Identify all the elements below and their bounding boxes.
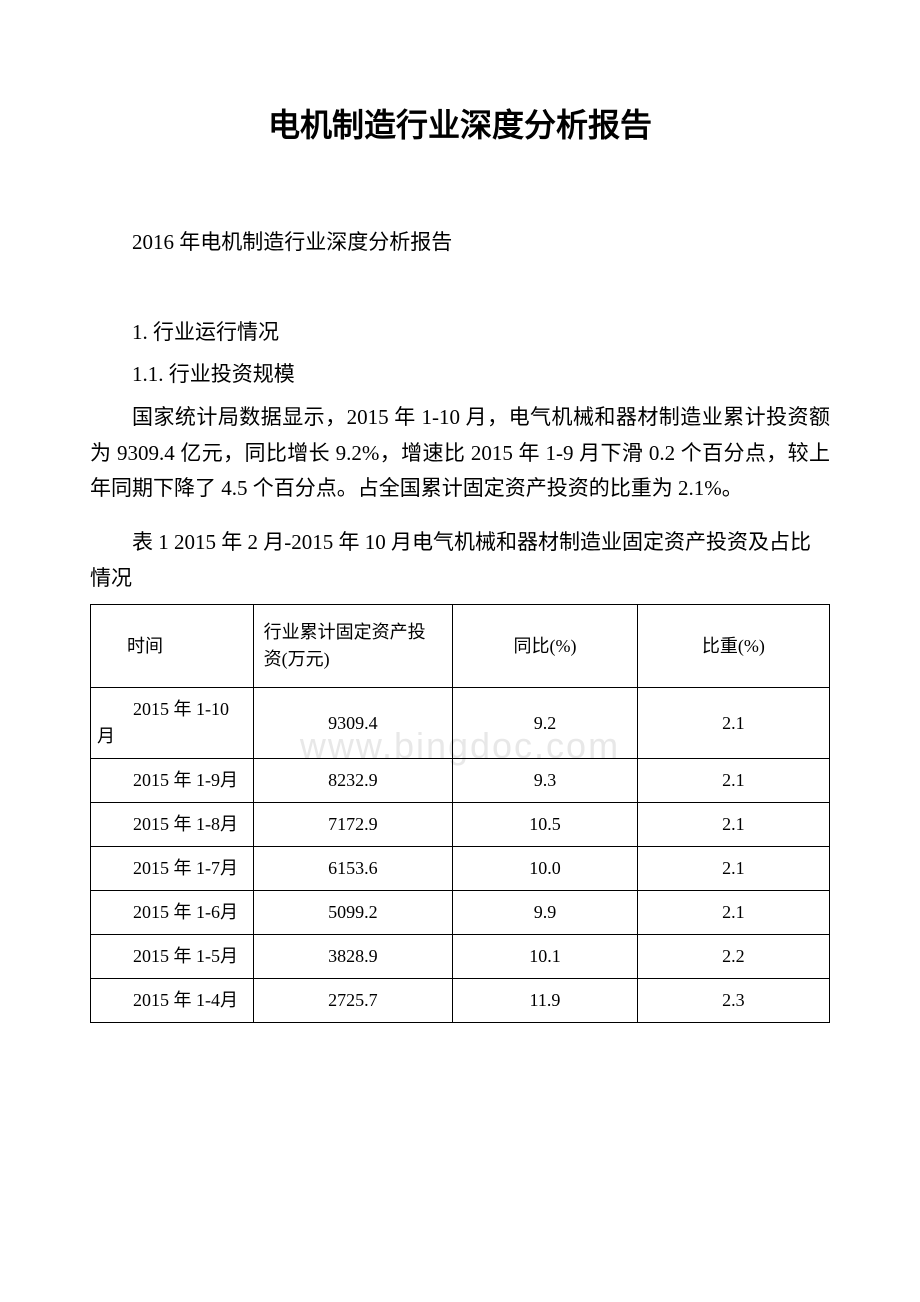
table-header-row: 时间 行业累计固定资产投资(万元) 同比(%) 比重(%) (91, 605, 830, 688)
section-1-heading: 1. 行业运行情况 (90, 316, 830, 346)
table-row: 2015 年 1-7月 6153.6 10.0 2.1 (91, 847, 830, 891)
table-row: 2015 年 1-6月 5099.2 9.9 2.1 (91, 891, 830, 935)
table-cell: 9.9 (453, 891, 638, 935)
table-row: 2015 年 1-8月 7172.9 10.5 2.1 (91, 803, 830, 847)
table-cell: 2.3 (637, 979, 829, 1023)
table-header-cell: 同比(%) (453, 605, 638, 688)
table-cell: 11.9 (453, 979, 638, 1023)
table-cell: 2.2 (637, 935, 829, 979)
investment-table: 时间 行业累计固定资产投资(万元) 同比(%) 比重(%) 2015 年 1-1… (90, 604, 830, 1023)
table-cell: 2015 年 1-7月 (91, 847, 254, 891)
table-cell: 2.1 (637, 891, 829, 935)
paragraph-1: 国家统计局数据显示，2015 年 1-10 月，电气机械和器材制造业累计投资额为… (90, 400, 830, 507)
table-cell: 2725.7 (253, 979, 453, 1023)
table-header-cell: 时间 (91, 605, 254, 688)
section-1-1-heading: 1.1. 行业投资规模 (90, 358, 830, 388)
table-cell: 2015 年 1-6月 (91, 891, 254, 935)
table-cell: 5099.2 (253, 891, 453, 935)
page-container: www.bingdoc.com 电机制造行业深度分析报告 2016 年电机制造行… (90, 100, 830, 1023)
table-cell: 2.1 (637, 688, 829, 759)
table-cell: 10.5 (453, 803, 638, 847)
table-cell: 2015 年 1-5月 (91, 935, 254, 979)
table-cell: 2.1 (637, 847, 829, 891)
document-title: 电机制造行业深度分析报告 (90, 100, 830, 146)
table-row: 2015 年 1-9月 8232.9 9.3 2.1 (91, 759, 830, 803)
table-cell: 2.1 (637, 759, 829, 803)
table-cell: 2.1 (637, 803, 829, 847)
table-cell: 8232.9 (253, 759, 453, 803)
table-cell: 10.0 (453, 847, 638, 891)
table-caption: 表 1 2015 年 2 月-2015 年 10 月电气机械和器材制造业固定资产… (90, 525, 830, 596)
table-cell: 10.1 (453, 935, 638, 979)
table-cell: 2015 年 1-9月 (91, 759, 254, 803)
table-header-cell: 行业累计固定资产投资(万元) (253, 605, 453, 688)
table-row: 2015 年 1-10月 9309.4 9.2 2.1 (91, 688, 830, 759)
table-cell: 3828.9 (253, 935, 453, 979)
document-subtitle: 2016 年电机制造行业深度分析报告 (90, 226, 830, 256)
table-header-cell: 比重(%) (637, 605, 829, 688)
table-cell: 2015 年 1-4月 (91, 979, 254, 1023)
table-cell: 7172.9 (253, 803, 453, 847)
table-cell: 6153.6 (253, 847, 453, 891)
table-cell: 9.3 (453, 759, 638, 803)
table-cell: 2015 年 1-10月 (91, 688, 254, 759)
table-row: 2015 年 1-4月 2725.7 11.9 2.3 (91, 979, 830, 1023)
table-cell: 9309.4 (253, 688, 453, 759)
table-cell: 9.2 (453, 688, 638, 759)
table-cell: 2015 年 1-8月 (91, 803, 254, 847)
table-row: 2015 年 1-5月 3828.9 10.1 2.2 (91, 935, 830, 979)
